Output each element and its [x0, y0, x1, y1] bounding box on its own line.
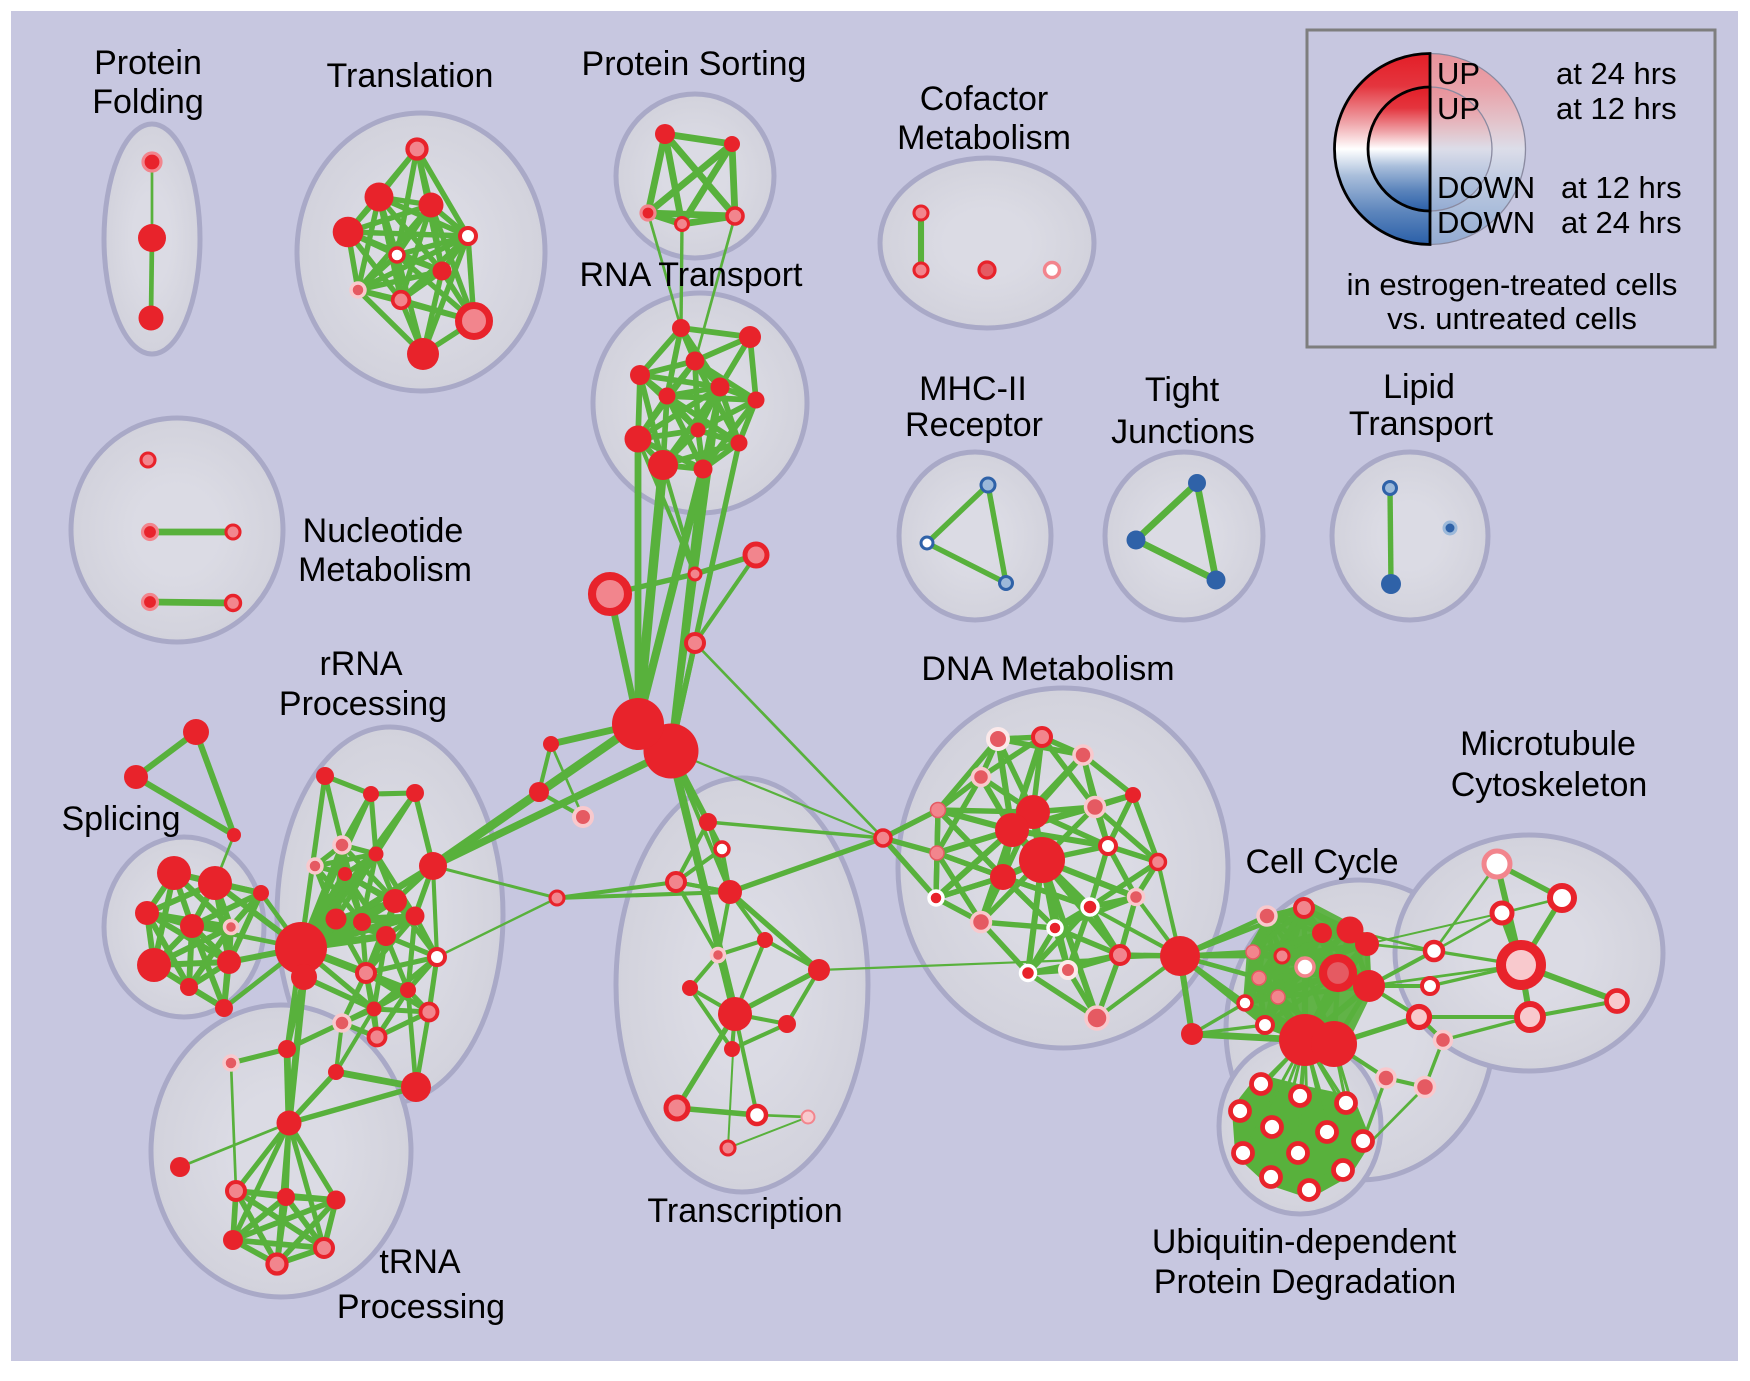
svg-text:Lipid: Lipid	[1383, 368, 1455, 406]
svg-text:UP: UP	[1437, 56, 1480, 91]
svg-text:DNA Metabolism: DNA Metabolism	[921, 650, 1174, 688]
svg-text:Metabolism: Metabolism	[897, 119, 1071, 157]
svg-text:Receptor: Receptor	[905, 406, 1043, 444]
svg-text:at 12 hrs: at 12 hrs	[1556, 91, 1677, 126]
svg-text:Processing: Processing	[337, 1288, 505, 1326]
svg-text:rRNA: rRNA	[319, 645, 402, 683]
svg-text:Protein: Protein	[94, 44, 202, 82]
svg-text:MHC-II: MHC-II	[919, 370, 1027, 408]
svg-text:at 24 hrs: at 24 hrs	[1561, 205, 1682, 240]
svg-text:Transport: Transport	[1349, 405, 1494, 443]
svg-text:Microtubule: Microtubule	[1460, 725, 1636, 763]
svg-text:Cell Cycle: Cell Cycle	[1245, 843, 1398, 881]
svg-text:Ubiquitin-dependent: Ubiquitin-dependent	[1152, 1223, 1457, 1261]
svg-text:at 12 hrs: at 12 hrs	[1561, 170, 1682, 205]
svg-text:RNA Transport: RNA Transport	[580, 256, 804, 294]
svg-text:UP: UP	[1437, 91, 1480, 126]
svg-text:Processing: Processing	[279, 685, 447, 723]
svg-text:Transcription: Transcription	[647, 1192, 842, 1230]
svg-text:Junctions: Junctions	[1111, 413, 1255, 451]
svg-text:DOWN: DOWN	[1437, 205, 1535, 240]
svg-text:Metabolism: Metabolism	[298, 551, 472, 589]
svg-text:Splicing: Splicing	[61, 800, 180, 838]
svg-text:Folding: Folding	[92, 83, 204, 121]
svg-text:Cofactor: Cofactor	[920, 80, 1049, 118]
svg-text:Translation: Translation	[327, 57, 494, 95]
svg-text:vs. untreated cells: vs. untreated cells	[1387, 301, 1637, 336]
svg-text:DOWN: DOWN	[1437, 170, 1535, 205]
svg-text:Nucleotide: Nucleotide	[303, 512, 464, 550]
svg-text:Protein Degradation: Protein Degradation	[1154, 1263, 1456, 1301]
svg-text:at 24 hrs: at 24 hrs	[1556, 56, 1677, 91]
svg-text:Cytoskeleton: Cytoskeleton	[1451, 766, 1648, 804]
svg-text:Tight: Tight	[1145, 371, 1220, 409]
svg-text:in estrogen-treated cells: in estrogen-treated cells	[1347, 267, 1678, 302]
svg-text:tRNA: tRNA	[379, 1243, 461, 1281]
svg-text:Protein Sorting: Protein Sorting	[582, 45, 807, 83]
